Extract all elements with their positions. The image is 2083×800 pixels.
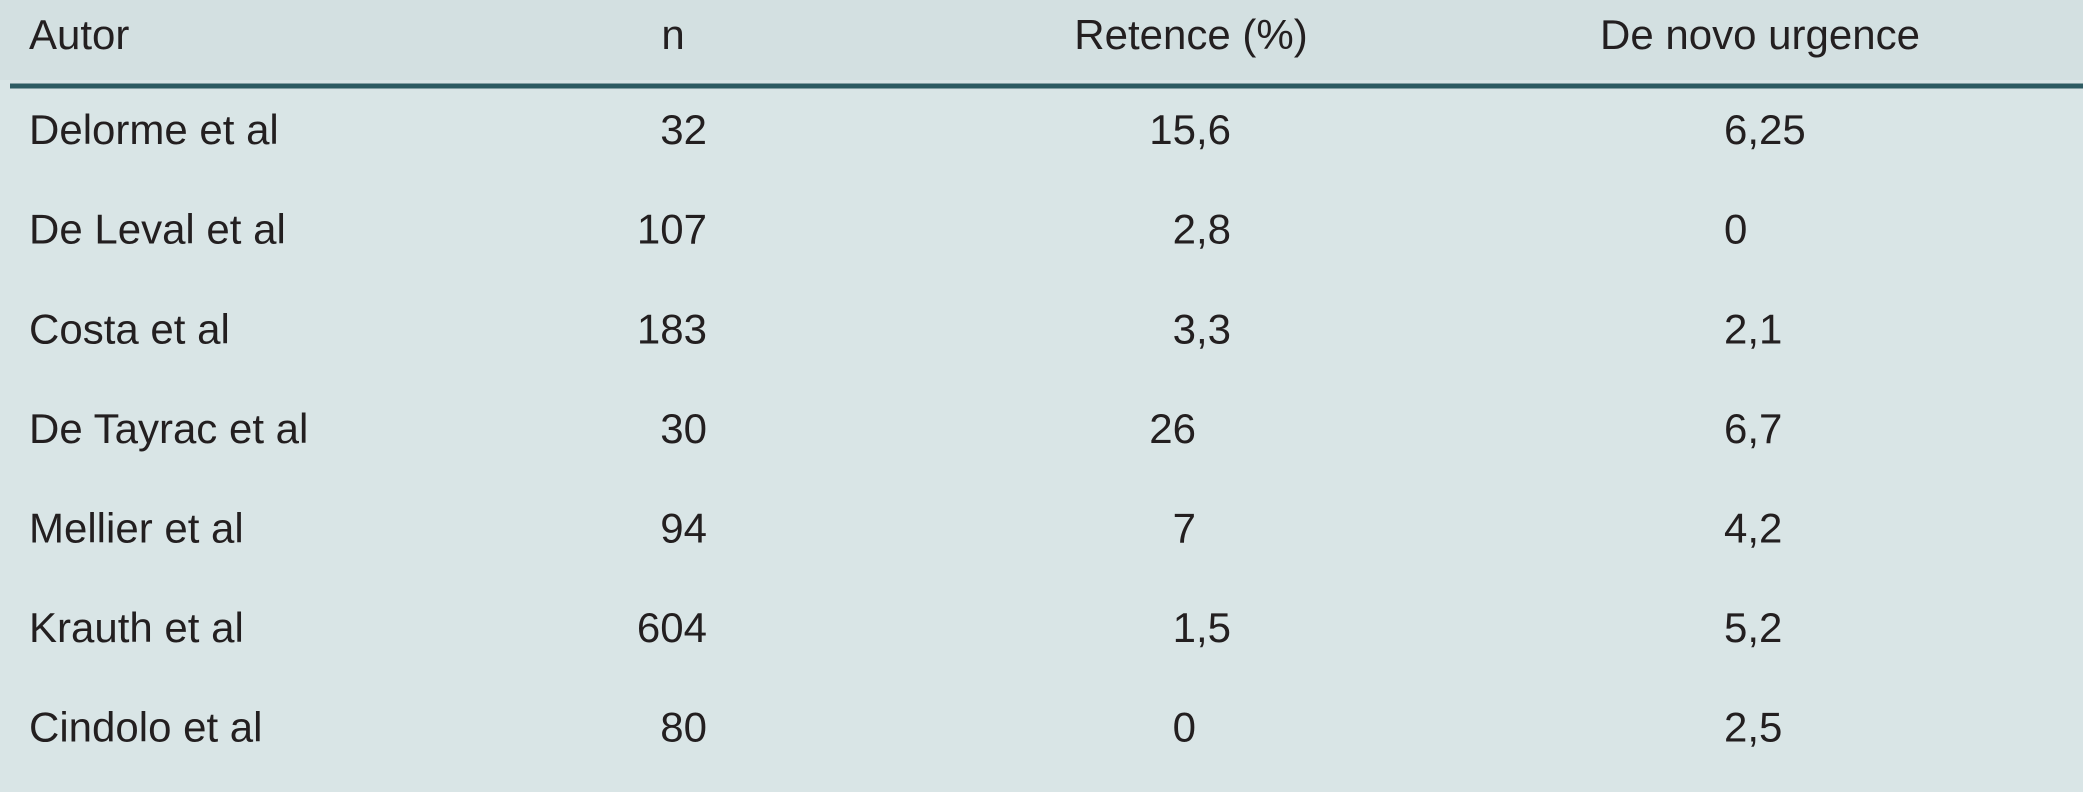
n-cell: 30 [660,405,707,452]
n-cell: 183 [637,305,707,352]
retence-cell: 3,3 [1173,305,1231,352]
author-cell: De Leval et al [29,206,286,253]
urgence-cell: 2,5 [1724,704,1782,751]
n-cell: 94 [660,504,707,551]
retence-cell: 0 [1173,704,1196,751]
author-cell: Mellier et al [29,504,244,551]
urgence-cell: 6,25 [1724,106,1806,153]
n-cell: 32 [660,106,707,153]
retence-cell: 15,6 [1149,106,1231,153]
author-cell: De Tayrac et al [29,405,308,452]
retence-cell: 7 [1173,504,1196,551]
author-cell: Costa et al [29,305,230,352]
retence-cell: 2,8 [1173,206,1231,253]
author-cell: Delorme et al [29,106,279,153]
n-cell: 604 [637,604,707,651]
header-cell: Retence (%) [1074,11,1307,58]
author-cell: Cindolo et al [29,704,262,751]
n-cell: 107 [637,206,707,253]
urgence-cell: 6,7 [1724,405,1782,452]
header-cell: De novo urgence [1600,11,1920,58]
urgence-cell: 2,1 [1724,305,1782,352]
header-cell: Autor [29,11,129,58]
retence-cell: 26 [1149,405,1196,452]
urgence-cell: 0 [1724,206,1747,253]
urgence-cell: 5,2 [1724,604,1782,651]
header-background [0,0,2083,80]
header-cell: n [661,11,684,58]
retence-cell: 1,5 [1173,604,1231,651]
n-cell: 80 [660,704,707,751]
urgence-cell: 4,2 [1724,504,1782,551]
author-cell: Krauth et al [29,604,244,651]
